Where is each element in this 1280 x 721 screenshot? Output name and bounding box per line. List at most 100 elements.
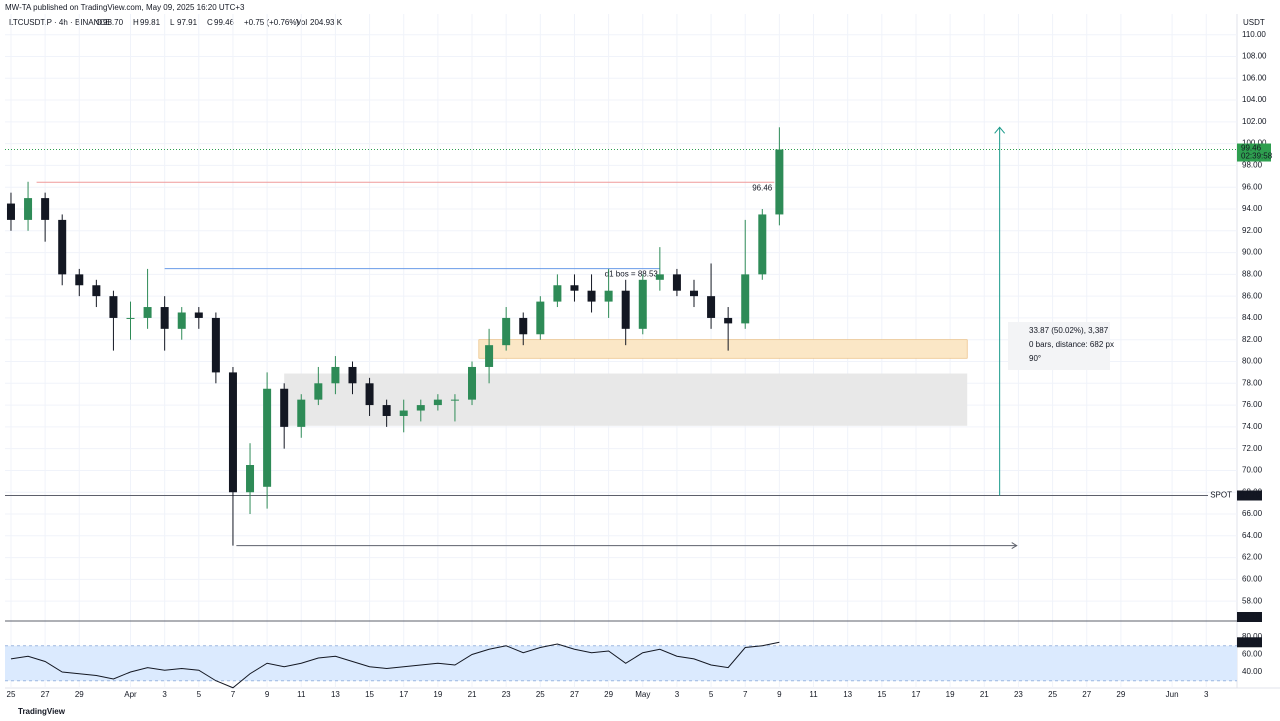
y-tick-label: 98.00 — [1242, 161, 1263, 170]
x-tick-label: 25 — [536, 690, 545, 699]
y-tick-label: 64.00 — [1242, 531, 1263, 540]
rsi-tick-label: 60.00 — [1242, 650, 1263, 659]
candle-body — [75, 274, 84, 286]
candle-body — [263, 388, 272, 487]
candle-body — [177, 312, 186, 329]
ohlc-key: C — [207, 18, 213, 27]
candle-body — [570, 285, 579, 291]
x-tick-label: 19 — [946, 690, 955, 699]
x-tick-label: May — [635, 690, 650, 699]
candle-body — [433, 399, 442, 406]
currency: USDT — [1243, 18, 1265, 27]
arrow-head — [994, 126, 1006, 134]
x-tick-label: Jun — [1166, 690, 1179, 699]
level-label: 96.46 — [752, 183, 773, 192]
candle-body — [228, 372, 237, 493]
candle-body — [6, 203, 15, 220]
x-tick-label: 23 — [502, 690, 511, 699]
candle-body — [724, 317, 733, 324]
y-tick-label: 72.00 — [1242, 444, 1263, 453]
y-tick-label: 94.00 — [1242, 204, 1263, 213]
y-tick-label: 106.00 — [1242, 73, 1267, 82]
candle-body — [775, 149, 784, 215]
candle-body — [689, 290, 698, 297]
candle-body — [24, 198, 33, 220]
zone — [478, 339, 968, 359]
y-tick-label: 84.00 — [1242, 313, 1263, 322]
x-tick-label: 29 — [75, 690, 84, 699]
candle-body — [109, 296, 118, 318]
x-tick-label: 5 — [197, 690, 202, 699]
y-tick-label: 108.00 — [1242, 52, 1267, 61]
volume-value: 204.93 K — [310, 18, 343, 27]
x-tick-label: 17 — [399, 690, 408, 699]
candle-body — [399, 410, 408, 416]
measure-text: 90° — [1029, 354, 1041, 363]
y-tick-label: 82.00 — [1242, 335, 1263, 344]
measure-text: 0 bars, distance: 682 px — [1029, 340, 1114, 349]
footer-brand: TradingView — [18, 707, 66, 716]
y-tick-label: 90.00 — [1242, 248, 1263, 257]
x-tick-label: 3 — [675, 690, 680, 699]
candle-body — [468, 366, 477, 400]
rsi-value-label: 73.96 — [1240, 637, 1261, 646]
y-tick-label: 102.00 — [1242, 117, 1267, 126]
candle-body — [416, 405, 425, 411]
y-tick-label: 58.00 — [1242, 596, 1263, 605]
ohlc-value: 99.81 — [140, 18, 161, 27]
y-tick-label: 62.00 — [1242, 553, 1263, 562]
candle-body — [672, 274, 681, 291]
x-tick-label: 13 — [843, 690, 852, 699]
spot-box — [1237, 490, 1262, 501]
candle-body — [638, 279, 647, 329]
candle-body — [536, 301, 545, 335]
x-tick-label: 27 — [41, 690, 50, 699]
candle-body — [194, 312, 203, 318]
ohlc-key: O — [96, 18, 102, 27]
x-tick-label: 17 — [912, 690, 921, 699]
countdown: 02:39:58 — [1241, 152, 1273, 161]
y-tick-label: 74.00 — [1242, 422, 1263, 431]
y-tick-label: 86.00 — [1242, 291, 1263, 300]
last-price-label: 99.46 — [1241, 144, 1262, 153]
x-tick-label: 29 — [604, 690, 613, 699]
pane-marker-box — [1237, 612, 1262, 622]
x-tick-label: 21 — [980, 690, 989, 699]
x-tick-label: 25 — [7, 690, 16, 699]
candle-body — [485, 345, 494, 367]
y-tick-label: 60.00 — [1242, 574, 1263, 583]
candle-body — [604, 290, 613, 302]
y-tick-label: 92.00 — [1242, 226, 1263, 235]
x-tick-label: 23 — [1014, 690, 1023, 699]
ohlc-value: 97.91 — [177, 18, 198, 27]
y-tick-label: 80.00 — [1242, 357, 1263, 366]
rsi-band — [5, 645, 1237, 681]
x-tick-label: 25 — [1048, 690, 1057, 699]
rsi-tick-label: 80.00 — [1242, 632, 1263, 641]
x-tick-label: 9 — [265, 690, 270, 699]
candle-body — [502, 317, 511, 346]
candle-body — [246, 465, 255, 493]
candle-body — [450, 399, 459, 401]
candle-body — [211, 317, 220, 373]
candle-body — [707, 296, 716, 318]
arrow-head — [1011, 542, 1018, 550]
candle-body — [587, 290, 596, 302]
x-tick-label: 29 — [1116, 690, 1125, 699]
x-tick-label: 3 — [1204, 690, 1209, 699]
candle-body — [143, 307, 152, 318]
candle-body — [553, 285, 562, 302]
y-tick-label: 104.00 — [1242, 95, 1267, 104]
change: +0.75 (+0.76%) — [244, 18, 299, 27]
ohlc-key: L — [170, 18, 175, 27]
y-tick-label: 88.00 — [1242, 269, 1263, 278]
rsi-value-box — [1237, 637, 1262, 648]
measure-box — [1008, 322, 1110, 370]
x-tick-label: 15 — [365, 690, 374, 699]
publisher: MW-TA published on TradingView.com, May … — [5, 3, 245, 12]
candle-body — [92, 285, 101, 297]
x-tick-label: 15 — [877, 690, 886, 699]
x-tick-label: 27 — [1082, 690, 1091, 699]
x-tick-label: 11 — [297, 690, 306, 699]
